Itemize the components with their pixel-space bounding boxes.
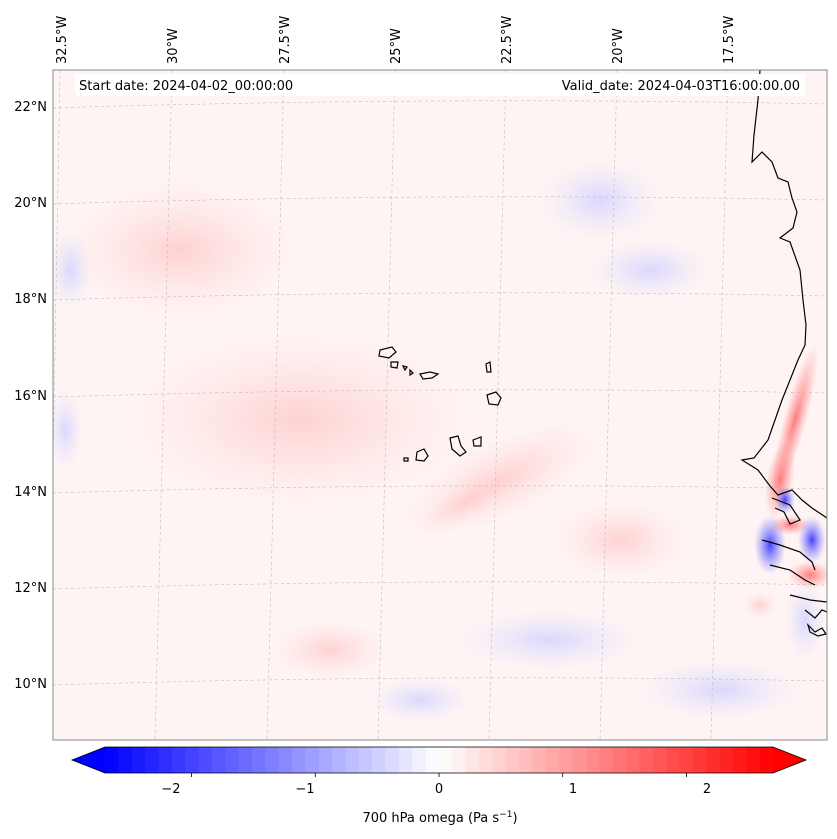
colorbar-cell <box>251 747 266 773</box>
colorbar-cell <box>732 747 747 773</box>
colorbar-units: Pa s <box>473 811 499 826</box>
colorbar-cell <box>679 747 694 773</box>
colorbar-cell <box>439 747 453 773</box>
colorbar-cell <box>198 747 213 773</box>
colorbar-cell <box>412 747 427 773</box>
colorbar-cell <box>105 747 119 773</box>
colorbar-cell <box>639 747 654 773</box>
colorbar-cell <box>572 747 587 773</box>
colorbar-cell <box>278 747 293 773</box>
colorbar-cell <box>398 747 413 773</box>
title-strip <box>75 74 805 96</box>
colorbar-cell <box>425 747 440 773</box>
lon-label-30w: 30°W <box>166 28 181 64</box>
colorbar-cell <box>225 747 240 773</box>
colorbar-cell <box>666 747 680 773</box>
colorbar-cell <box>465 747 480 773</box>
africa-coastline <box>740 70 827 519</box>
colorbar-cell <box>759 747 774 773</box>
coastlines <box>740 70 827 637</box>
colorbar-cell <box>211 747 226 773</box>
colorbar-cell <box>585 747 600 773</box>
colorbar-cell <box>692 747 707 773</box>
colorbar-extend-high <box>773 747 806 773</box>
colorbar-cell <box>131 747 146 773</box>
colorbar-cells <box>72 747 806 773</box>
lat-label-20n: 20°N <box>14 196 47 211</box>
colorbar-cell <box>612 747 627 773</box>
colorbar-cell <box>332 747 346 773</box>
lat-label-18n: 18°N <box>14 292 47 307</box>
lon-label-17-5w: 17.5°W <box>722 16 737 64</box>
colorbar-extend-low <box>72 747 105 773</box>
cabo-verde-islands <box>378 346 502 462</box>
start-date-label: Start date: 2024-04-02_00:00:00 <box>79 79 293 94</box>
omega-field-contours <box>53 160 827 722</box>
colorbar-tick-m1: −1 <box>295 782 314 797</box>
colorbar-cell <box>265 747 280 773</box>
colorbar-cell <box>559 747 574 773</box>
colorbar-cell <box>492 747 507 773</box>
colorbar-cell <box>479 747 493 773</box>
lat-label-12n: 12°N <box>14 581 47 596</box>
lon-label-27-5w: 27.5°W <box>278 16 293 64</box>
colorbar-outline <box>70 746 808 774</box>
colorbar-tick-2: 2 <box>703 782 711 797</box>
lon-label-20w: 20°W <box>611 28 626 64</box>
colorbar-cell <box>532 747 547 773</box>
lon-label-22-5w: 22.5°W <box>500 16 515 64</box>
graticule <box>53 70 827 740</box>
colorbar-cell <box>358 747 373 773</box>
colorbar-ticks <box>191 773 687 777</box>
colorbar-cell <box>118 747 133 773</box>
colorbar-cell <box>305 747 320 773</box>
colorbar-cell <box>505 747 520 773</box>
colorbar-cell <box>599 747 614 773</box>
colorbar-label: 700 hPa omega (Pa s−1) <box>362 810 517 826</box>
colorbar-cell <box>171 747 186 773</box>
lat-label-16n: 16°N <box>14 389 47 404</box>
colorbar-tick-m2: −2 <box>161 782 180 797</box>
lon-label-32-5w: 32.5°W <box>55 16 70 64</box>
colorbar-cell <box>385 747 400 773</box>
colorbar-cell <box>158 747 173 773</box>
valid-date-label: Valid_date: 2024-04-03T16:00:00.00 <box>562 79 800 94</box>
colorbar-cell <box>746 747 761 773</box>
map-panel <box>53 70 827 740</box>
colorbar-cell <box>238 747 253 773</box>
colorbar-cell <box>626 747 640 773</box>
colorbar-variable: 700 hPa omega <box>362 811 463 826</box>
colorbar-cell <box>519 747 534 773</box>
colorbar-cell <box>706 747 721 773</box>
map-frame <box>52 69 828 741</box>
colorbar-cell <box>452 747 467 773</box>
colorbar-tick-0: 0 <box>435 782 443 797</box>
colorbar-cell <box>372 747 387 773</box>
lon-label-25w: 25°W <box>389 28 404 64</box>
longitude-labels: 32.5°W 30°W 27.5°W 25°W 22.5°W 20°W 17.5… <box>55 16 737 64</box>
colorbar-cell <box>719 747 734 773</box>
lat-label-10n: 10°N <box>14 677 47 692</box>
colorbar-cell <box>652 747 667 773</box>
colorbar-units-exponent: −1 <box>499 810 512 820</box>
colorbar-cell <box>145 747 159 773</box>
colorbar-cell <box>345 747 360 773</box>
colorbar-cell <box>185 747 200 773</box>
colorbar-cell <box>318 747 333 773</box>
colorbar: −2 −1 0 1 2 700 hPa omega (Pa s−1) <box>70 746 808 826</box>
latitude-labels: 22°N 20°N 18°N 16°N 14°N 12°N 10°N <box>14 100 47 692</box>
lat-label-14n: 14°N <box>14 485 47 500</box>
colorbar-tick-1: 1 <box>569 782 577 797</box>
lat-label-22n: 22°N <box>14 100 47 115</box>
colorbar-cell <box>545 747 560 773</box>
colorbar-cell <box>292 747 306 773</box>
